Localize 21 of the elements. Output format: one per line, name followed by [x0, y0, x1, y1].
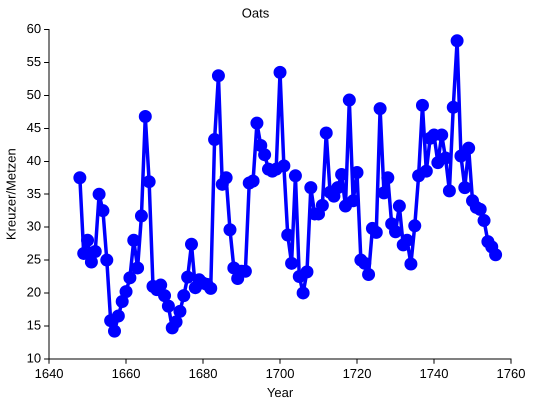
x-axis-title: Year	[266, 384, 294, 400]
y-tick-label: 35	[26, 186, 42, 201]
x-tick-label: 1720	[342, 366, 372, 382]
y-tick-label: 55	[26, 54, 42, 70]
chart-title: Oats	[242, 5, 270, 20]
y-tick-label: 50	[26, 87, 42, 102]
x-tick-label: 1760	[496, 366, 526, 382]
y-tick-label: 40	[26, 152, 42, 168]
y-tick-label: 60	[26, 21, 42, 36]
x-tick-label: 1680	[188, 366, 218, 382]
y-tick-label: 20	[26, 284, 42, 300]
x-tick-label: 1700	[266, 366, 294, 382]
y-axis-title: Kreuzer/Metzen	[3, 148, 18, 240]
x-tick-label: 1660	[112, 366, 141, 382]
x-tick-label: 1640	[34, 366, 64, 382]
y-tick-label: 10	[26, 350, 42, 366]
y-tick-label: 25	[26, 252, 42, 267]
y-tick-label: 45	[26, 120, 42, 135]
x-tick-label: 1740	[420, 366, 448, 382]
y-tick-label: 30	[26, 218, 42, 234]
y-tick-label: 15	[26, 317, 42, 332]
